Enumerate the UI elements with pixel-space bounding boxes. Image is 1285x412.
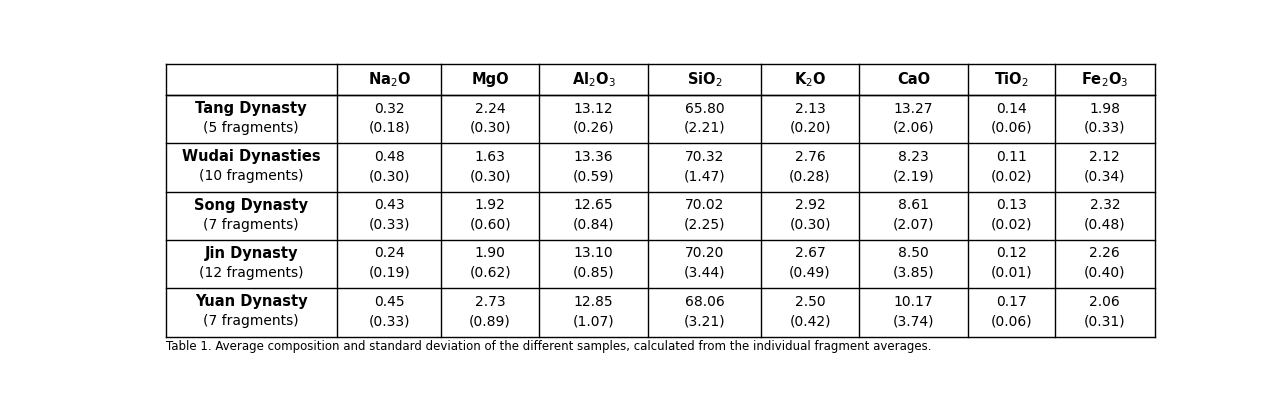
Text: 0.14: 0.14 bbox=[996, 102, 1027, 116]
Text: 12.85: 12.85 bbox=[574, 295, 613, 309]
Text: (0.30): (0.30) bbox=[369, 169, 410, 183]
Text: 0.17: 0.17 bbox=[996, 295, 1027, 309]
Text: 13.12: 13.12 bbox=[574, 102, 613, 116]
Text: Fe$_2$O$_3$: Fe$_2$O$_3$ bbox=[1081, 70, 1128, 89]
Text: 13.36: 13.36 bbox=[574, 150, 613, 164]
Text: 2.76: 2.76 bbox=[794, 150, 825, 164]
Text: Al$_2$O$_3$: Al$_2$O$_3$ bbox=[572, 70, 616, 89]
Text: 0.11: 0.11 bbox=[996, 150, 1027, 164]
Text: (0.60): (0.60) bbox=[469, 218, 511, 232]
Text: 13.27: 13.27 bbox=[894, 102, 933, 116]
Text: 65.80: 65.80 bbox=[685, 102, 725, 116]
Text: 70.20: 70.20 bbox=[685, 246, 725, 260]
Text: (0.30): (0.30) bbox=[789, 218, 830, 232]
Text: 1.63: 1.63 bbox=[474, 150, 505, 164]
Text: (0.02): (0.02) bbox=[991, 169, 1033, 183]
Text: (0.49): (0.49) bbox=[789, 266, 831, 280]
Text: (10 fragments): (10 fragments) bbox=[199, 169, 303, 183]
Text: (1.47): (1.47) bbox=[684, 169, 726, 183]
Text: (1.07): (1.07) bbox=[573, 314, 614, 328]
Text: K$_2$O: K$_2$O bbox=[794, 70, 826, 89]
Text: 0.48: 0.48 bbox=[374, 150, 405, 164]
Text: 1.92: 1.92 bbox=[474, 198, 505, 212]
Text: (0.18): (0.18) bbox=[369, 121, 410, 135]
Text: 2.26: 2.26 bbox=[1090, 246, 1121, 260]
Text: (0.30): (0.30) bbox=[469, 121, 511, 135]
Text: 2.06: 2.06 bbox=[1090, 295, 1121, 309]
Text: (0.85): (0.85) bbox=[573, 266, 614, 280]
Text: 0.12: 0.12 bbox=[996, 246, 1027, 260]
Text: (0.31): (0.31) bbox=[1085, 314, 1126, 328]
Text: Jin Dynasty: Jin Dynasty bbox=[204, 246, 298, 261]
Text: 0.45: 0.45 bbox=[374, 295, 405, 309]
Text: (3.85): (3.85) bbox=[893, 266, 934, 280]
Text: 8.23: 8.23 bbox=[898, 150, 929, 164]
Text: (0.26): (0.26) bbox=[573, 121, 614, 135]
Text: Wudai Dynasties: Wudai Dynasties bbox=[182, 150, 320, 164]
Text: 12.65: 12.65 bbox=[574, 198, 613, 212]
Text: 68.06: 68.06 bbox=[685, 295, 725, 309]
Text: 10.17: 10.17 bbox=[893, 295, 933, 309]
Text: 8.61: 8.61 bbox=[898, 198, 929, 212]
Text: (0.40): (0.40) bbox=[1085, 266, 1126, 280]
Text: (0.34): (0.34) bbox=[1085, 169, 1126, 183]
Text: 1.98: 1.98 bbox=[1090, 102, 1121, 116]
Text: 2.24: 2.24 bbox=[474, 102, 505, 116]
Text: Table 1. Average composition and standard deviation of the different samples, ca: Table 1. Average composition and standar… bbox=[166, 340, 932, 353]
Text: (0.42): (0.42) bbox=[789, 314, 830, 328]
Text: (0.33): (0.33) bbox=[369, 218, 410, 232]
Text: (0.06): (0.06) bbox=[991, 314, 1033, 328]
Text: 70.32: 70.32 bbox=[685, 150, 725, 164]
Text: (0.19): (0.19) bbox=[369, 266, 410, 280]
Text: TiO$_2$: TiO$_2$ bbox=[995, 70, 1029, 89]
Text: (2.19): (2.19) bbox=[893, 169, 934, 183]
Text: (0.33): (0.33) bbox=[1085, 121, 1126, 135]
Text: (0.20): (0.20) bbox=[789, 121, 830, 135]
Text: (5 fragments): (5 fragments) bbox=[203, 121, 299, 135]
Text: 2.73: 2.73 bbox=[474, 295, 505, 309]
Text: (7 fragments): (7 fragments) bbox=[203, 218, 299, 232]
Text: 2.92: 2.92 bbox=[794, 198, 825, 212]
Text: 0.13: 0.13 bbox=[996, 198, 1027, 212]
Text: (0.30): (0.30) bbox=[469, 169, 511, 183]
Text: 2.12: 2.12 bbox=[1090, 150, 1121, 164]
Text: 2.50: 2.50 bbox=[794, 295, 825, 309]
Text: 1.90: 1.90 bbox=[474, 246, 505, 260]
Text: (0.01): (0.01) bbox=[991, 266, 1033, 280]
Text: 13.10: 13.10 bbox=[574, 246, 613, 260]
Text: (0.48): (0.48) bbox=[1085, 218, 1126, 232]
Text: MgO: MgO bbox=[472, 72, 509, 87]
Text: Yuan Dynasty: Yuan Dynasty bbox=[195, 294, 307, 309]
Text: 8.50: 8.50 bbox=[898, 246, 929, 260]
Text: CaO: CaO bbox=[897, 72, 930, 87]
Text: Tang Dynasty: Tang Dynasty bbox=[195, 101, 307, 116]
Text: SiO$_2$: SiO$_2$ bbox=[687, 70, 722, 89]
Text: (2.06): (2.06) bbox=[893, 121, 934, 135]
Text: 2.67: 2.67 bbox=[794, 246, 825, 260]
Text: 0.24: 0.24 bbox=[374, 246, 405, 260]
Text: (0.02): (0.02) bbox=[991, 218, 1033, 232]
Text: (2.07): (2.07) bbox=[893, 218, 934, 232]
Text: 2.32: 2.32 bbox=[1090, 198, 1121, 212]
Text: (2.21): (2.21) bbox=[684, 121, 726, 135]
Text: (0.59): (0.59) bbox=[573, 169, 614, 183]
Text: (3.74): (3.74) bbox=[893, 314, 934, 328]
Text: (0.89): (0.89) bbox=[469, 314, 511, 328]
Text: (0.62): (0.62) bbox=[469, 266, 511, 280]
Text: (0.28): (0.28) bbox=[789, 169, 831, 183]
Text: (3.44): (3.44) bbox=[684, 266, 726, 280]
Text: 0.43: 0.43 bbox=[374, 198, 405, 212]
Text: 0.32: 0.32 bbox=[374, 102, 405, 116]
Text: (12 fragments): (12 fragments) bbox=[199, 266, 303, 280]
Text: (0.06): (0.06) bbox=[991, 121, 1033, 135]
Text: (0.33): (0.33) bbox=[369, 314, 410, 328]
Text: Song Dynasty: Song Dynasty bbox=[194, 198, 308, 213]
Text: 70.02: 70.02 bbox=[685, 198, 725, 212]
Text: Na$_2$O: Na$_2$O bbox=[368, 70, 411, 89]
Text: 2.13: 2.13 bbox=[794, 102, 825, 116]
Text: (2.25): (2.25) bbox=[684, 218, 726, 232]
Text: (0.84): (0.84) bbox=[573, 218, 614, 232]
Text: (7 fragments): (7 fragments) bbox=[203, 314, 299, 328]
Text: (3.21): (3.21) bbox=[684, 314, 726, 328]
